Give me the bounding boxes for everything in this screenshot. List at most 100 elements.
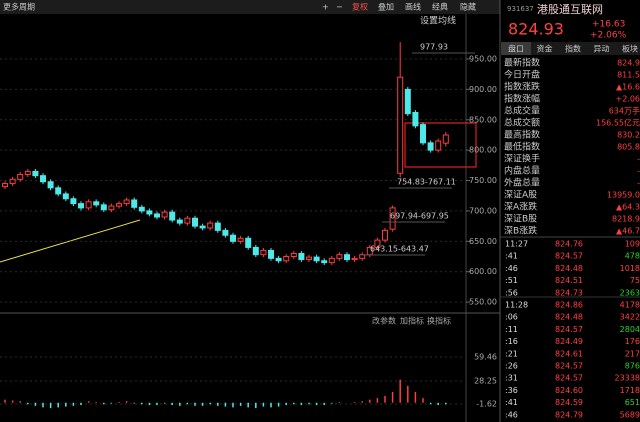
trade-price: 824.48 [555,313,583,322]
trade-price: 824.76 [555,240,583,249]
trade-time: :26 [505,362,518,371]
candle-body [207,222,214,229]
ma-setting[interactable]: 设置均线 [420,15,456,27]
toolbar-button[interactable]: − [336,3,343,12]
trade-volume: 23338 [615,374,640,383]
row-value: ▲16.6 [616,83,640,92]
candle-body [2,183,8,188]
row-value: - [637,167,640,176]
candle-body [62,193,69,200]
tab[interactable]: 板块 [622,44,638,54]
candle-body [100,204,107,211]
toolbar-button[interactable]: 画线 [405,2,421,12]
trade-time: 11:27 [505,240,528,249]
indicator-button[interactable]: 改参数 [372,316,396,326]
y-tick-label: 550.00 [469,298,497,307]
candle-body [404,88,411,115]
annotation: 754.83-767.11 [397,178,456,187]
candle-body [131,199,138,208]
candle-body [123,199,130,205]
candle-body [389,207,396,230]
trade-price: 824.57 [555,374,583,383]
candle-body [192,217,198,227]
row-label: 最新指数 [504,57,540,69]
candle-body [260,249,267,256]
trade-price: 824.51 [555,276,583,285]
tab[interactable]: 异动 [594,44,610,54]
trade-price: 824.61 [555,349,583,358]
candle-body [275,257,282,262]
candle-body [93,201,100,206]
candle-body [40,175,46,183]
candle-body [32,170,39,177]
candle-body [17,173,24,180]
trade-time: :46 [505,264,518,273]
y-tick-label: 800.00 [469,146,497,155]
candle-body [9,178,16,185]
row-value: +2.06 [615,95,640,104]
toolbar-button[interactable]: 隐藏 [460,2,476,12]
toolbar-button[interactable]: + [322,3,329,12]
row-label: 深证换手 [504,153,540,165]
candle-body [344,254,350,261]
trade-volume: 176 [625,337,640,346]
price: 824.93 [508,20,564,39]
highlight-box [404,122,477,168]
trade-price: 824.86 [555,301,583,310]
indicator-button[interactable]: 换指标 [427,316,451,326]
trade-time: :31 [505,374,518,383]
candle-body [55,187,62,195]
row-value: 634万手 [609,106,640,116]
trade-time: :06 [505,313,518,322]
candle-body [78,203,84,209]
candle-body [268,249,274,259]
candle-body [199,225,206,229]
candle-body [351,257,358,261]
toolbar-button[interactable]: 叠加 [378,2,394,12]
pct: +2.06% [590,31,627,41]
trade-time: :41 [505,398,518,407]
candle-body [24,170,31,175]
candle-body [230,234,236,242]
candle-body [374,239,381,248]
row-label: 最高指数 [504,129,540,141]
candle-body [306,256,312,261]
candle-body [427,142,434,151]
annotation: 697.94-697.95 [390,212,449,221]
tab[interactable]: 盘口 [508,44,524,54]
row-label: 深证A股 [504,190,537,201]
row-value: 824.9 [617,59,640,68]
trade-volume: 217 [625,349,640,358]
tab[interactable]: 指数 [565,44,581,54]
candle-body [397,76,404,174]
trade-volume: 4178 [620,301,640,310]
candle-body [176,219,183,224]
trade-price: 824.73 [555,288,583,297]
tab[interactable]: 资金 [537,44,553,54]
y-tick-label: -1.62 [476,400,497,409]
indicator-button[interactable]: 加指标 [400,316,424,326]
candle-body [237,237,244,242]
toolbar-button[interactable]: 经典 [432,2,448,12]
y-tick-label: 650.00 [469,237,497,246]
trade-time: :51 [505,276,518,285]
toolbar-button[interactable]: 复权 [352,2,368,12]
toolbar [0,0,500,14]
name: 港股通互联网 [537,3,603,16]
row-label: 最低指数 [504,141,540,153]
y-tick-label: 28.25 [474,377,497,386]
trade-price: 824.60 [555,386,583,395]
row-label: 总成交额 [504,117,540,129]
candle-body [47,181,54,189]
period-button[interactable]: 更多周期 [3,2,35,12]
row-value: ▲64.3 [616,203,640,212]
trade-volume: 5689 [620,410,640,419]
candle-body [252,246,259,256]
candle-body [442,134,449,144]
trade-volume: 3422 [620,313,640,322]
candle-body [146,210,153,215]
row-value: 8218.9 [612,215,640,224]
candle-body [321,260,328,264]
candle-body [214,222,221,231]
